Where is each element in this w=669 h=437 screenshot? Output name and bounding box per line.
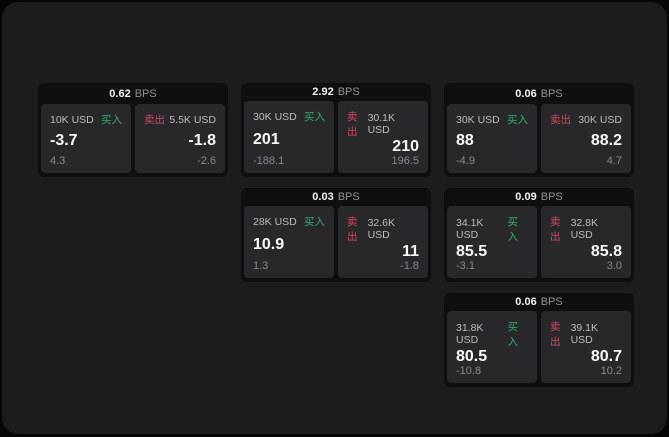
sell-side-label: 卖出 xyxy=(144,114,165,126)
sell-price: 210 xyxy=(392,138,419,155)
buy-quote-pane[interactable]: 10K USD 买入 -3.7 4.3 xyxy=(41,104,131,173)
buy-side-label: 买入 xyxy=(507,216,518,243)
buy-price: 201 xyxy=(253,130,280,148)
buy-side-label: 买入 xyxy=(304,216,325,228)
quote-body: 10K USD 买入 -3.7 4.3 卖出 5.5K USD -1.8 -2.… xyxy=(41,104,225,173)
bps-value: 0.62 xyxy=(109,87,131,100)
quote-body: 31.8K USD 买入 80.5 -10.8 卖出 39.1K USD 80.… xyxy=(447,311,631,383)
bps-unit-label: BPS xyxy=(337,86,360,98)
buy-quote-pane[interactable]: 31.8K USD 买入 80.5 -10.8 xyxy=(447,311,537,383)
sell-delta: 196.5 xyxy=(391,155,419,167)
quote-grid: 0.62 BPS 10K USD 买入 -3.7 4.3 卖出 xyxy=(38,83,634,387)
bps-value: 0.06 xyxy=(515,296,537,308)
bps-header: 0.09 BPS xyxy=(447,188,631,206)
buy-size-label: 10K USD xyxy=(50,113,94,126)
quote-card-5: 0.09 BPS 34.1K USD 买入 85.5 -3.1 卖出 xyxy=(444,188,634,282)
buy-delta: -3.1 xyxy=(456,260,475,272)
quote-card-2: 2.92 BPS 30K USD 买入 201 -188.1 卖出 xyxy=(241,83,431,177)
quote-card-1: 0.62 BPS 10K USD 买入 -3.7 4.3 卖出 xyxy=(38,83,228,177)
bps-unit-label: BPS xyxy=(134,87,157,100)
quote-body: 28K USD 买入 10.9 1.3 卖出 32.6K USD 11 -1.8 xyxy=(244,206,428,278)
sell-size-label: 30K USD xyxy=(578,113,622,126)
bps-header: 0.06 BPS xyxy=(447,83,631,104)
sell-price: -1.8 xyxy=(188,132,216,149)
bps-value: 0.03 xyxy=(312,191,334,203)
bps-unit-label: BPS xyxy=(540,191,563,203)
sell-price: 85.8 xyxy=(590,243,622,260)
quote-card-3: 0.06 BPS 30K USD 买入 88 -4.9 卖出 xyxy=(444,83,634,177)
buy-price: 80.5 xyxy=(456,348,488,365)
sell-size-label: 32.8K USD xyxy=(570,217,599,241)
buy-price: 85.5 xyxy=(456,243,488,260)
sell-delta: 10.2 xyxy=(600,365,622,377)
sell-side-label: 卖出 xyxy=(550,321,561,348)
bps-header: 0.06 BPS xyxy=(447,293,631,311)
buy-size-label: 30K USD xyxy=(456,113,500,126)
sell-price: 88.2 xyxy=(590,132,622,149)
quote-body: 30K USD 买入 88 -4.9 卖出 30K USD 88.2 4.7 xyxy=(447,104,631,173)
sell-side-label: 卖出 xyxy=(347,216,358,243)
sell-delta: -1.8 xyxy=(400,260,419,272)
quote-card-6: 0.06 BPS 31.8K USD 买入 80.5 -10.8 卖 xyxy=(444,293,634,387)
sell-side-label: 卖出 xyxy=(550,216,561,243)
buy-side-label: 买入 xyxy=(507,321,518,348)
sell-quote-pane[interactable]: 卖出 5.5K USD -1.8 -2.6 xyxy=(135,104,225,173)
buy-side-label: 买入 xyxy=(507,114,528,126)
sell-quote-pane[interactable]: 卖出 32.6K USD 11 -1.8 xyxy=(338,206,428,278)
sell-delta: 3.0 xyxy=(606,260,622,272)
bps-value: 0.06 xyxy=(515,87,537,100)
buy-quote-pane[interactable]: 30K USD 买入 88 -4.9 xyxy=(447,104,537,173)
buy-delta: 4.3 xyxy=(50,155,66,167)
sell-size-label: 5.5K USD xyxy=(169,113,216,126)
buy-size-label: 30K USD xyxy=(253,110,297,123)
bps-header: 0.03 BPS xyxy=(244,188,428,206)
sell-price: 80.7 xyxy=(590,348,622,365)
sell-quote-pane[interactable]: 卖出 32.8K USD 85.8 3.0 xyxy=(541,206,631,278)
bps-value: 0.09 xyxy=(515,191,537,203)
bps-header: 0.62 BPS xyxy=(41,83,225,104)
bps-header: 2.92 BPS xyxy=(244,83,428,101)
sell-size-label: 32.6K USD xyxy=(367,217,396,241)
buy-quote-pane[interactable]: 34.1K USD 买入 85.5 -3.1 xyxy=(447,206,537,278)
buy-delta: 1.3 xyxy=(253,260,269,272)
quote-body: 34.1K USD 买入 85.5 -3.1 卖出 32.8K USD 85.8… xyxy=(447,206,631,278)
sell-side-label: 卖出 xyxy=(347,111,358,138)
bps-unit-label: BPS xyxy=(540,87,563,100)
buy-size-label: 28K USD xyxy=(253,215,297,228)
sell-quote-pane[interactable]: 卖出 30.1K USD 210 196.5 xyxy=(338,101,428,173)
buy-size-label: 34.1K USD xyxy=(456,217,484,241)
sell-side-label: 卖出 xyxy=(550,114,571,126)
sell-size-label: 30.1K USD xyxy=(367,112,396,136)
sell-delta: 4.7 xyxy=(606,155,622,167)
buy-side-label: 买入 xyxy=(304,111,325,123)
quote-card-4: 0.03 BPS 28K USD 买入 10.9 1.3 卖出 xyxy=(241,188,431,282)
bps-unit-label: BPS xyxy=(337,191,360,203)
buy-price: 88 xyxy=(456,132,474,149)
bps-unit-label: BPS xyxy=(540,296,563,308)
buy-side-label: 买入 xyxy=(101,114,122,126)
buy-quote-pane[interactable]: 30K USD 买入 201 -188.1 xyxy=(244,101,334,173)
sell-price: 11 xyxy=(402,243,419,260)
buy-price: 10.9 xyxy=(253,235,285,253)
quote-body: 30K USD 买入 201 -188.1 卖出 30.1K USD 210 1… xyxy=(244,101,428,173)
sell-size-label: 39.1K USD xyxy=(570,322,599,346)
buy-price: -3.7 xyxy=(50,132,78,149)
buy-size-label: 31.8K USD xyxy=(456,322,484,346)
sell-delta: -2.6 xyxy=(197,155,216,167)
buy-delta: -10.8 xyxy=(456,365,482,377)
sell-quote-pane[interactable]: 卖出 39.1K USD 80.7 10.2 xyxy=(541,311,631,383)
buy-delta: -188.1 xyxy=(253,155,285,167)
buy-delta: -4.9 xyxy=(456,155,475,167)
buy-quote-pane[interactable]: 28K USD 买入 10.9 1.3 xyxy=(244,206,334,278)
bps-value: 2.92 xyxy=(312,86,334,98)
sell-quote-pane[interactable]: 卖出 30K USD 88.2 4.7 xyxy=(541,104,631,173)
